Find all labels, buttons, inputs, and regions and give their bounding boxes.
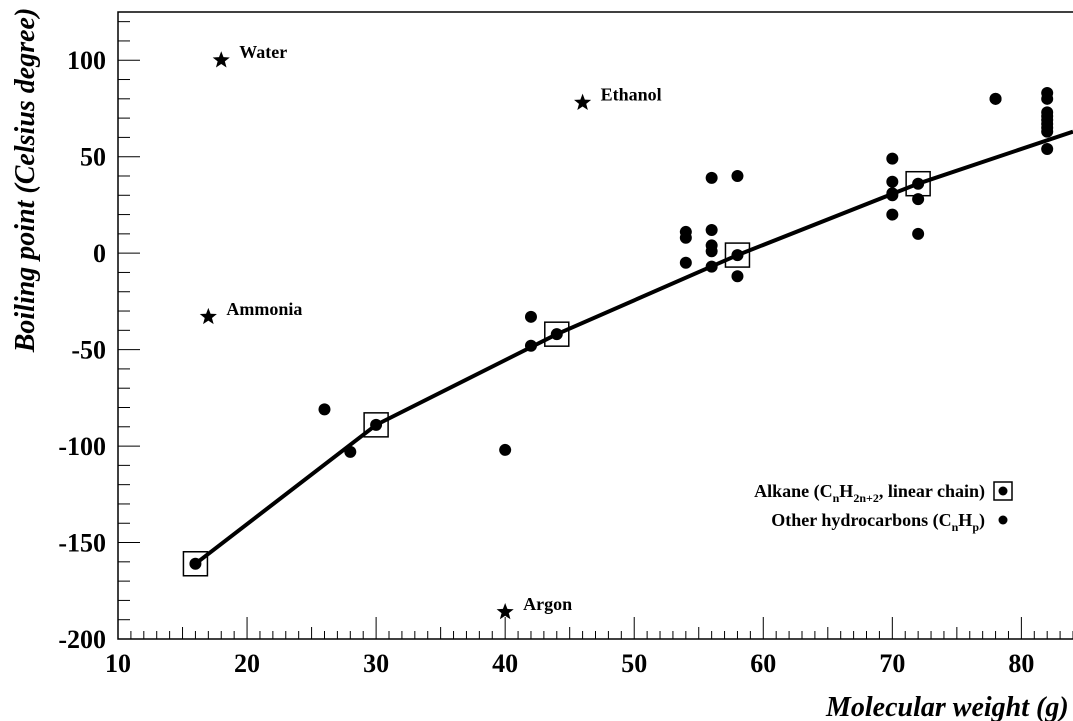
legend-label: Other hydrocarbons (CnHp) — [771, 510, 985, 534]
reference-label: Argon — [523, 594, 572, 614]
y-axis-title: Boiling point (Celsius degree) — [10, 8, 41, 354]
hydrocarbon-point — [344, 446, 356, 458]
hydrocarbon-point — [370, 419, 382, 431]
hydrocarbon-point — [731, 249, 743, 261]
hydrocarbon-point — [886, 209, 898, 221]
y-tick-label: -50 — [71, 336, 106, 365]
y-tick-label: 50 — [80, 143, 106, 172]
hydrocarbon-point — [551, 328, 563, 340]
hydrocarbon-point — [912, 178, 924, 190]
hydrocarbon-point — [680, 226, 692, 238]
hydrocarbon-point — [1041, 87, 1053, 99]
hydrocarbon-point — [1041, 106, 1053, 118]
reference-star — [574, 94, 591, 110]
y-tick-label: -100 — [58, 432, 106, 461]
hydrocarbon-point — [886, 176, 898, 188]
reference-label: Water — [239, 42, 287, 62]
reference-star — [497, 603, 514, 619]
x-axis-title: Molecular weight (g) — [825, 692, 1069, 721]
y-tick-label: 0 — [93, 239, 106, 268]
x-tick-label: 30 — [363, 649, 389, 678]
legend-label: Alkane (CnH2n+2, linear chain) — [754, 481, 985, 505]
hydrocarbon-point — [499, 444, 511, 456]
hydrocarbon-point — [706, 239, 718, 251]
x-tick-label: 60 — [750, 649, 776, 678]
hydrocarbon-point — [706, 172, 718, 184]
hydrocarbon-point — [189, 558, 201, 570]
x-tick-label: 50 — [621, 649, 647, 678]
hydrocarbon-point — [680, 257, 692, 269]
hydrocarbon-point — [706, 224, 718, 236]
hydrocarbon-point — [731, 270, 743, 282]
x-tick-label: 10 — [105, 649, 131, 678]
x-tick-label: 40 — [492, 649, 518, 678]
plot-frame — [118, 12, 1073, 639]
hydrocarbon-point — [912, 193, 924, 205]
hydrocarbon-point — [318, 403, 330, 415]
y-tick-label: -150 — [58, 529, 106, 558]
hydrocarbon-point — [525, 340, 537, 352]
hydrocarbon-point — [731, 170, 743, 182]
legend-dot-marker — [999, 487, 1008, 496]
hydrocarbon-point — [1041, 143, 1053, 155]
hydrocarbon-point — [990, 93, 1002, 105]
hydrocarbon-point — [525, 311, 537, 323]
x-tick-label: 70 — [879, 649, 905, 678]
hydrocarbon-point — [912, 228, 924, 240]
y-tick-label: -200 — [58, 625, 106, 654]
reference-star — [213, 51, 230, 67]
legend-dot-marker — [999, 516, 1008, 525]
x-tick-label: 80 — [1008, 649, 1034, 678]
hydrocarbon-point — [886, 153, 898, 165]
x-tick-label: 20 — [234, 649, 260, 678]
reference-label: Ethanol — [601, 85, 662, 105]
reference-label: Ammonia — [226, 299, 302, 319]
y-tick-label: 100 — [67, 46, 106, 75]
reference-star — [200, 308, 217, 324]
hydrocarbon-point — [886, 187, 898, 199]
hydrocarbon-point — [706, 261, 718, 273]
